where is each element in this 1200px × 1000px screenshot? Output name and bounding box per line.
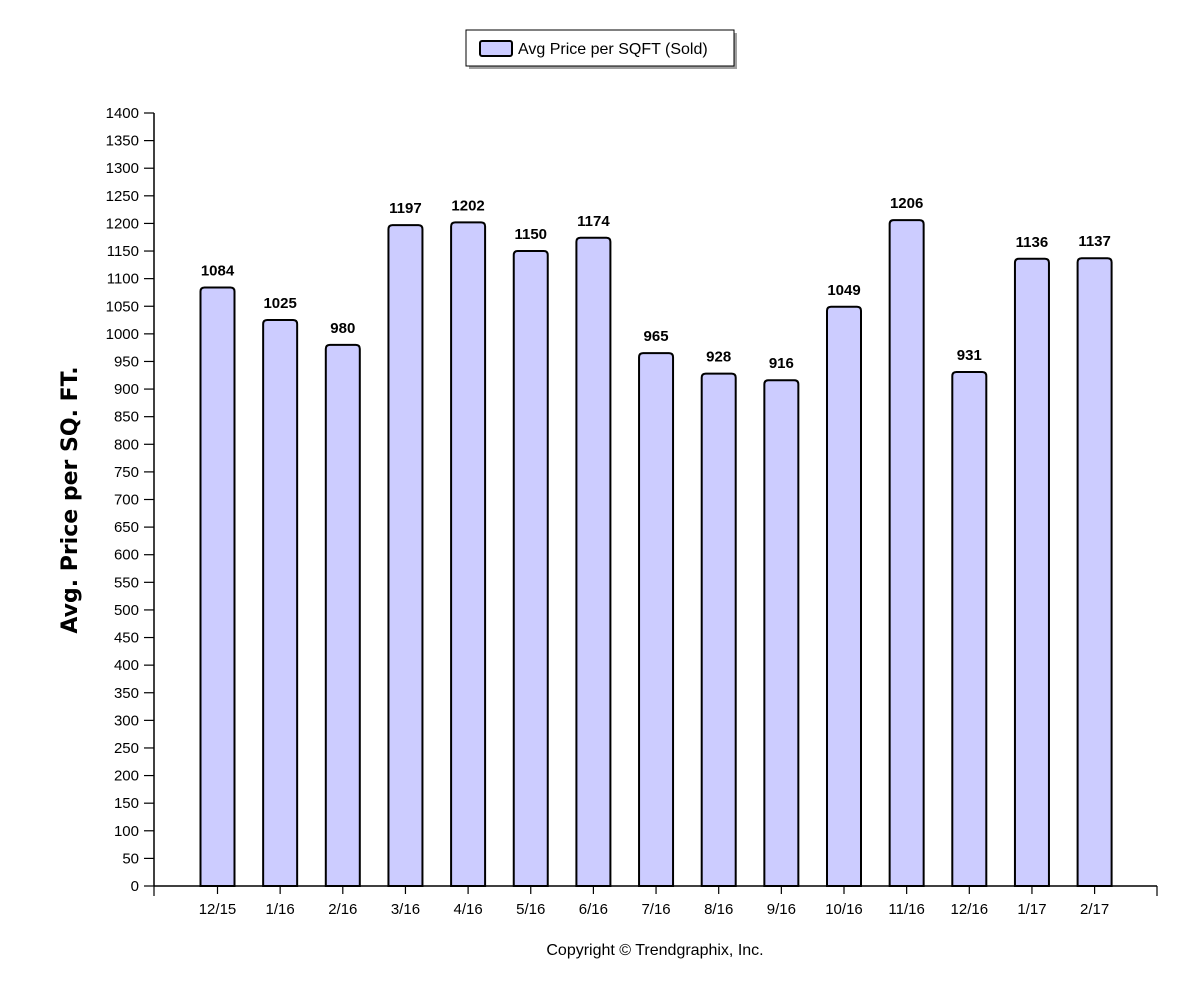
- y-tick-label: 1100: [107, 271, 139, 288]
- y-tick-label: 0: [131, 878, 139, 895]
- bar-12-16: [951, 370, 988, 887]
- x-tick-label: 6/16: [579, 901, 608, 918]
- y-axis-title: Avg. Price per SQ. FT.: [58, 366, 83, 633]
- y-tick-label: 1050: [106, 298, 139, 315]
- y-tick-label: 450: [114, 630, 139, 647]
- copyright-text: Copyright © Trendgraphix, Inc.: [546, 942, 763, 959]
- legend-swatch: [479, 40, 513, 57]
- x-tick-label: 10/16: [825, 901, 863, 918]
- x-tick-label: 12/15: [199, 901, 237, 918]
- y-tick-label: 250: [114, 740, 139, 757]
- data-label: 1197: [389, 200, 422, 217]
- bar-3-16: [387, 224, 424, 887]
- data-label: 1049: [827, 282, 860, 299]
- y-tick-label: 300: [114, 712, 139, 729]
- x-tick-label: 5/16: [516, 901, 545, 918]
- bar-2-17: [1076, 257, 1113, 887]
- y-tick-label: 1300: [106, 160, 139, 177]
- bar-10-16: [826, 305, 862, 887]
- x-tick-label: 7/16: [641, 901, 670, 918]
- y-tick-label: 600: [114, 547, 139, 564]
- bars: [199, 219, 1113, 887]
- y-tick-label: 200: [114, 768, 139, 785]
- y-tick-label: 50: [122, 850, 139, 867]
- data-label: 1150: [514, 226, 547, 243]
- data-label: 1084: [201, 262, 235, 279]
- data-label: 965: [644, 328, 669, 345]
- y-tick-label: 150: [114, 795, 139, 812]
- x-tick-label: 12/16: [951, 901, 989, 918]
- x-tick-label: 9/16: [767, 901, 796, 918]
- data-label: 928: [706, 349, 731, 366]
- y-tick-label: 750: [114, 464, 139, 481]
- x-tick-label: 2/17: [1080, 901, 1109, 918]
- y-tick-label: 850: [114, 409, 139, 426]
- data-label: 1136: [1016, 234, 1049, 251]
- bar-7-16: [638, 352, 675, 887]
- bar-9-16: [763, 379, 800, 887]
- bar-5-16: [512, 250, 549, 887]
- x-tick-label: 1/17: [1017, 901, 1046, 918]
- data-label: 931: [957, 347, 982, 364]
- data-label: 1025: [263, 295, 296, 312]
- x-tick-label: 8/16: [704, 901, 733, 918]
- bar-11-16: [888, 219, 925, 887]
- x-tick-label: 4/16: [453, 901, 482, 918]
- data-label: 1174: [577, 213, 610, 230]
- y-tick-label: 900: [114, 381, 139, 398]
- y-tick-label: 650: [114, 519, 139, 536]
- y-tick-label: 1000: [106, 326, 139, 343]
- bar-1-16: [262, 319, 299, 887]
- x-tick-label: 1/16: [266, 901, 295, 918]
- y-tick-label: 1350: [106, 133, 139, 150]
- y-tick-label: 700: [114, 492, 139, 509]
- bar-12-15: [199, 286, 236, 887]
- bar-6-16: [575, 236, 612, 887]
- data-label: 980: [330, 320, 355, 337]
- data-label: 916: [769, 355, 794, 372]
- data-label: 1202: [451, 197, 484, 214]
- y-tick-label: 350: [114, 685, 139, 702]
- y-tick-label: 800: [114, 436, 139, 453]
- y-tick-label: 550: [114, 574, 139, 591]
- legend: Avg Price per SQFT (Sold): [465, 29, 737, 69]
- y-tick-label: 1150: [107, 243, 139, 260]
- y-tick-label: 950: [114, 353, 139, 370]
- bar-2-16: [324, 343, 361, 887]
- y-tick-label: 1250: [106, 188, 139, 205]
- bar-4-16: [450, 221, 487, 887]
- x-tick-label: 2/16: [328, 901, 357, 918]
- x-axis: 12/15 1/16 2/16 3/16 4/16 5/16 6/16 7/16 8/16 9/1…: [153, 885, 1158, 918]
- data-label: 1206: [890, 195, 923, 212]
- data-labels: 1084 1025 980 1197 1202 1150 1174 965 928 916 1049…: [201, 195, 1111, 372]
- x-tick-label: 11/16: [888, 901, 924, 918]
- legend-label: Avg Price per SQFT (Sold): [518, 41, 708, 58]
- y-tick-label: 500: [114, 602, 139, 619]
- y-axis: 0 50 100 150 200 250 300 350 400 450 500 550 600 650 7…: [106, 105, 155, 895]
- bar-1-17: [1013, 257, 1050, 887]
- y-tick-label: 1200: [106, 215, 139, 232]
- data-label: 1137: [1078, 233, 1111, 250]
- y-tick-label: 1400: [106, 105, 139, 122]
- x-tick-label: 3/16: [391, 901, 420, 918]
- y-tick-label: 100: [114, 823, 139, 840]
- y-tick-label: 400: [114, 657, 139, 674]
- bar-8-16: [700, 372, 737, 887]
